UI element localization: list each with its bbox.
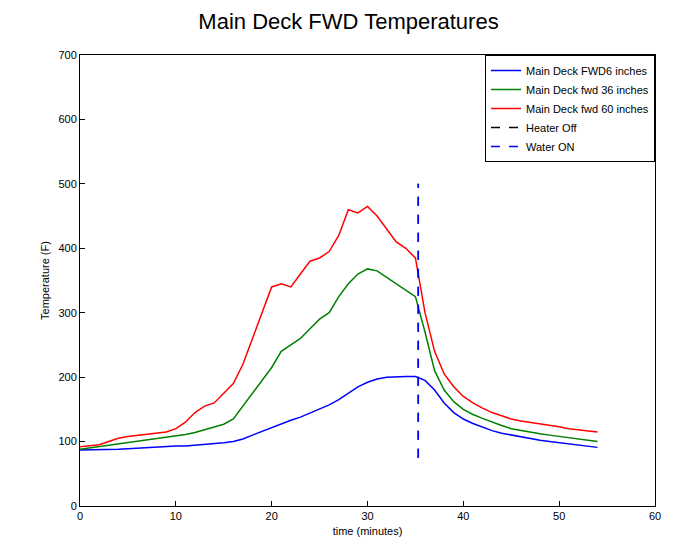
svg-text:Heater Off: Heater Off [526, 122, 577, 134]
svg-text:500: 500 [58, 178, 76, 190]
svg-text:50: 50 [553, 510, 565, 522]
svg-text:40: 40 [457, 510, 469, 522]
svg-text:60: 60 [649, 510, 661, 522]
svg-text:30: 30 [361, 510, 373, 522]
svg-text:Main Deck FWD6 inches: Main Deck FWD6 inches [526, 65, 648, 77]
svg-text:600: 600 [58, 113, 76, 125]
svg-text:700: 700 [58, 49, 76, 61]
svg-text:300: 300 [58, 307, 76, 319]
svg-text:20: 20 [266, 510, 278, 522]
svg-text:200: 200 [58, 371, 76, 383]
svg-text:0: 0 [71, 500, 77, 512]
svg-text:time (minutes): time (minutes) [333, 525, 403, 537]
svg-text:Main Deck fwd 36 inches: Main Deck fwd 36 inches [526, 84, 649, 96]
svg-text:0: 0 [77, 510, 83, 522]
svg-text:10: 10 [170, 510, 182, 522]
svg-text:Main Deck fwd 60 inches: Main Deck fwd 60 inches [526, 103, 649, 115]
svg-text:Temperature (F): Temperature (F) [39, 241, 51, 320]
svg-text:Water ON: Water ON [526, 141, 575, 153]
svg-text:Main Deck FWD Temperatures: Main Deck FWD Temperatures [198, 9, 498, 34]
svg-text:400: 400 [58, 242, 76, 254]
svg-text:100: 100 [58, 435, 76, 447]
